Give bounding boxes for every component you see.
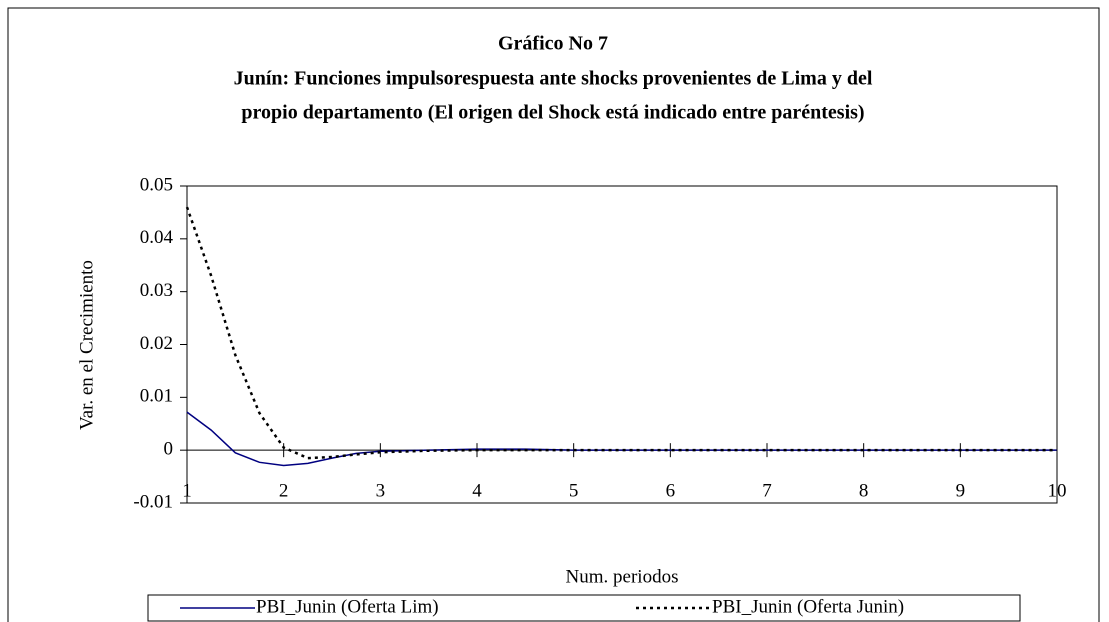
- data-line: [185, 206, 1057, 460]
- legend-label: PBI_Junin (Oferta Junin): [712, 596, 904, 617]
- y-tick-label: 0.05: [140, 174, 173, 195]
- x-tick-label: 9: [956, 480, 966, 501]
- x-axis-label: Num. periodos: [566, 566, 679, 587]
- data-line: [186, 411, 1057, 467]
- x-tick-label: 5: [569, 480, 579, 501]
- x-tick-label: 6: [666, 480, 676, 501]
- x-tick-label: 7: [762, 480, 772, 501]
- x-tick-label: 1: [182, 480, 192, 501]
- y-tick-label: 0: [164, 439, 174, 460]
- chart-frame: [7, 7, 1100, 622]
- legend: [147, 594, 1021, 622]
- legend-label: PBI_Junin (Oferta Lim): [256, 596, 439, 617]
- chart-title: Gráfico No 7: [498, 33, 608, 55]
- chart-subtitle: Junín: Funciones impulsorespuesta ante s…: [234, 68, 873, 90]
- x-tick-label: 10: [1048, 480, 1067, 501]
- y-tick-label: 0.04: [140, 227, 174, 248]
- y-axis-label: Var. en el Crecimiento: [76, 260, 97, 430]
- x-tick-label: 2: [279, 480, 289, 501]
- x-tick-label: 4: [472, 480, 482, 501]
- y-tick-label: 0.03: [140, 280, 173, 301]
- chart-subtitle: propio departamento (El origen del Shock…: [241, 102, 864, 124]
- x-tick-label: 3: [376, 480, 386, 501]
- y-tick-label: 0.01: [140, 386, 173, 407]
- y-tick-label: -0.01: [133, 491, 173, 512]
- y-tick-label: 0.02: [140, 333, 173, 354]
- plot-area: [186, 185, 1058, 504]
- x-tick-label: 8: [859, 480, 869, 501]
